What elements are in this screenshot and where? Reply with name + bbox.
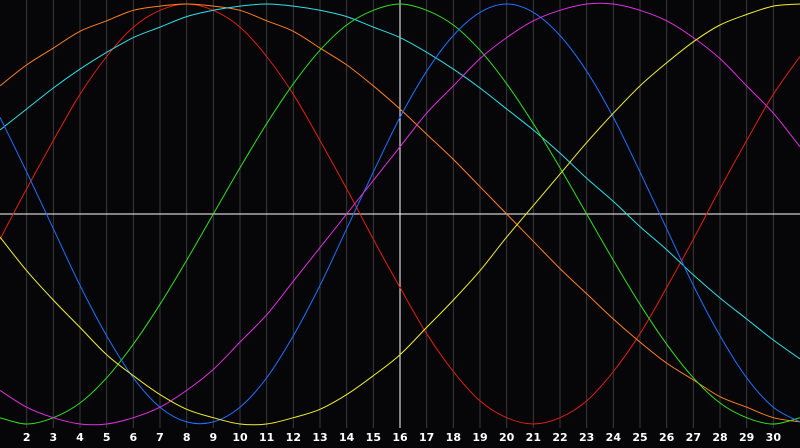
x-tick-label: 19 (472, 431, 487, 444)
x-tick-label: 15 (366, 431, 381, 444)
series-line (0, 3, 800, 426)
x-tick-label: 22 (552, 431, 567, 444)
series-line (0, 3, 800, 423)
x-tick-label: 30 (766, 431, 782, 444)
x-tick-label: 6 (130, 431, 138, 444)
x-tick-label: 3 (50, 431, 58, 444)
x-tick-label: 29 (739, 431, 754, 444)
series-line (0, 3, 800, 425)
x-tick-label: 10 (232, 431, 248, 444)
x-tick-label: 8 (183, 431, 191, 444)
x-tick-label: 20 (499, 431, 515, 444)
x-tick-label: 18 (446, 431, 461, 444)
x-tick-label: 11 (259, 431, 274, 444)
x-tick-label: 28 (712, 431, 727, 444)
x-tick-label: 12 (286, 431, 301, 444)
series-line (0, 2, 800, 426)
x-tick-label: 25 (632, 431, 647, 444)
series-line (0, 3, 800, 360)
x-tick-label: 7 (156, 431, 164, 444)
x-tick-label: 17 (419, 431, 434, 444)
x-tick-label: 13 (312, 431, 327, 444)
series-line (0, 3, 800, 425)
series-line (0, 3, 800, 425)
x-tick-label: 9 (210, 431, 218, 444)
x-tick-label: 2 (23, 431, 31, 444)
x-tick-label: 27 (686, 431, 701, 444)
x-tick-label: 24 (606, 431, 622, 444)
x-tick-label: 23 (579, 431, 594, 444)
x-tick-label: 16 (392, 431, 408, 444)
x-tick-label: 14 (339, 431, 355, 444)
x-tick-label: 26 (659, 431, 675, 444)
x-tick-label: 5 (103, 431, 111, 444)
x-tick-label: 21 (526, 431, 541, 444)
x-tick-label: 4 (76, 431, 84, 444)
